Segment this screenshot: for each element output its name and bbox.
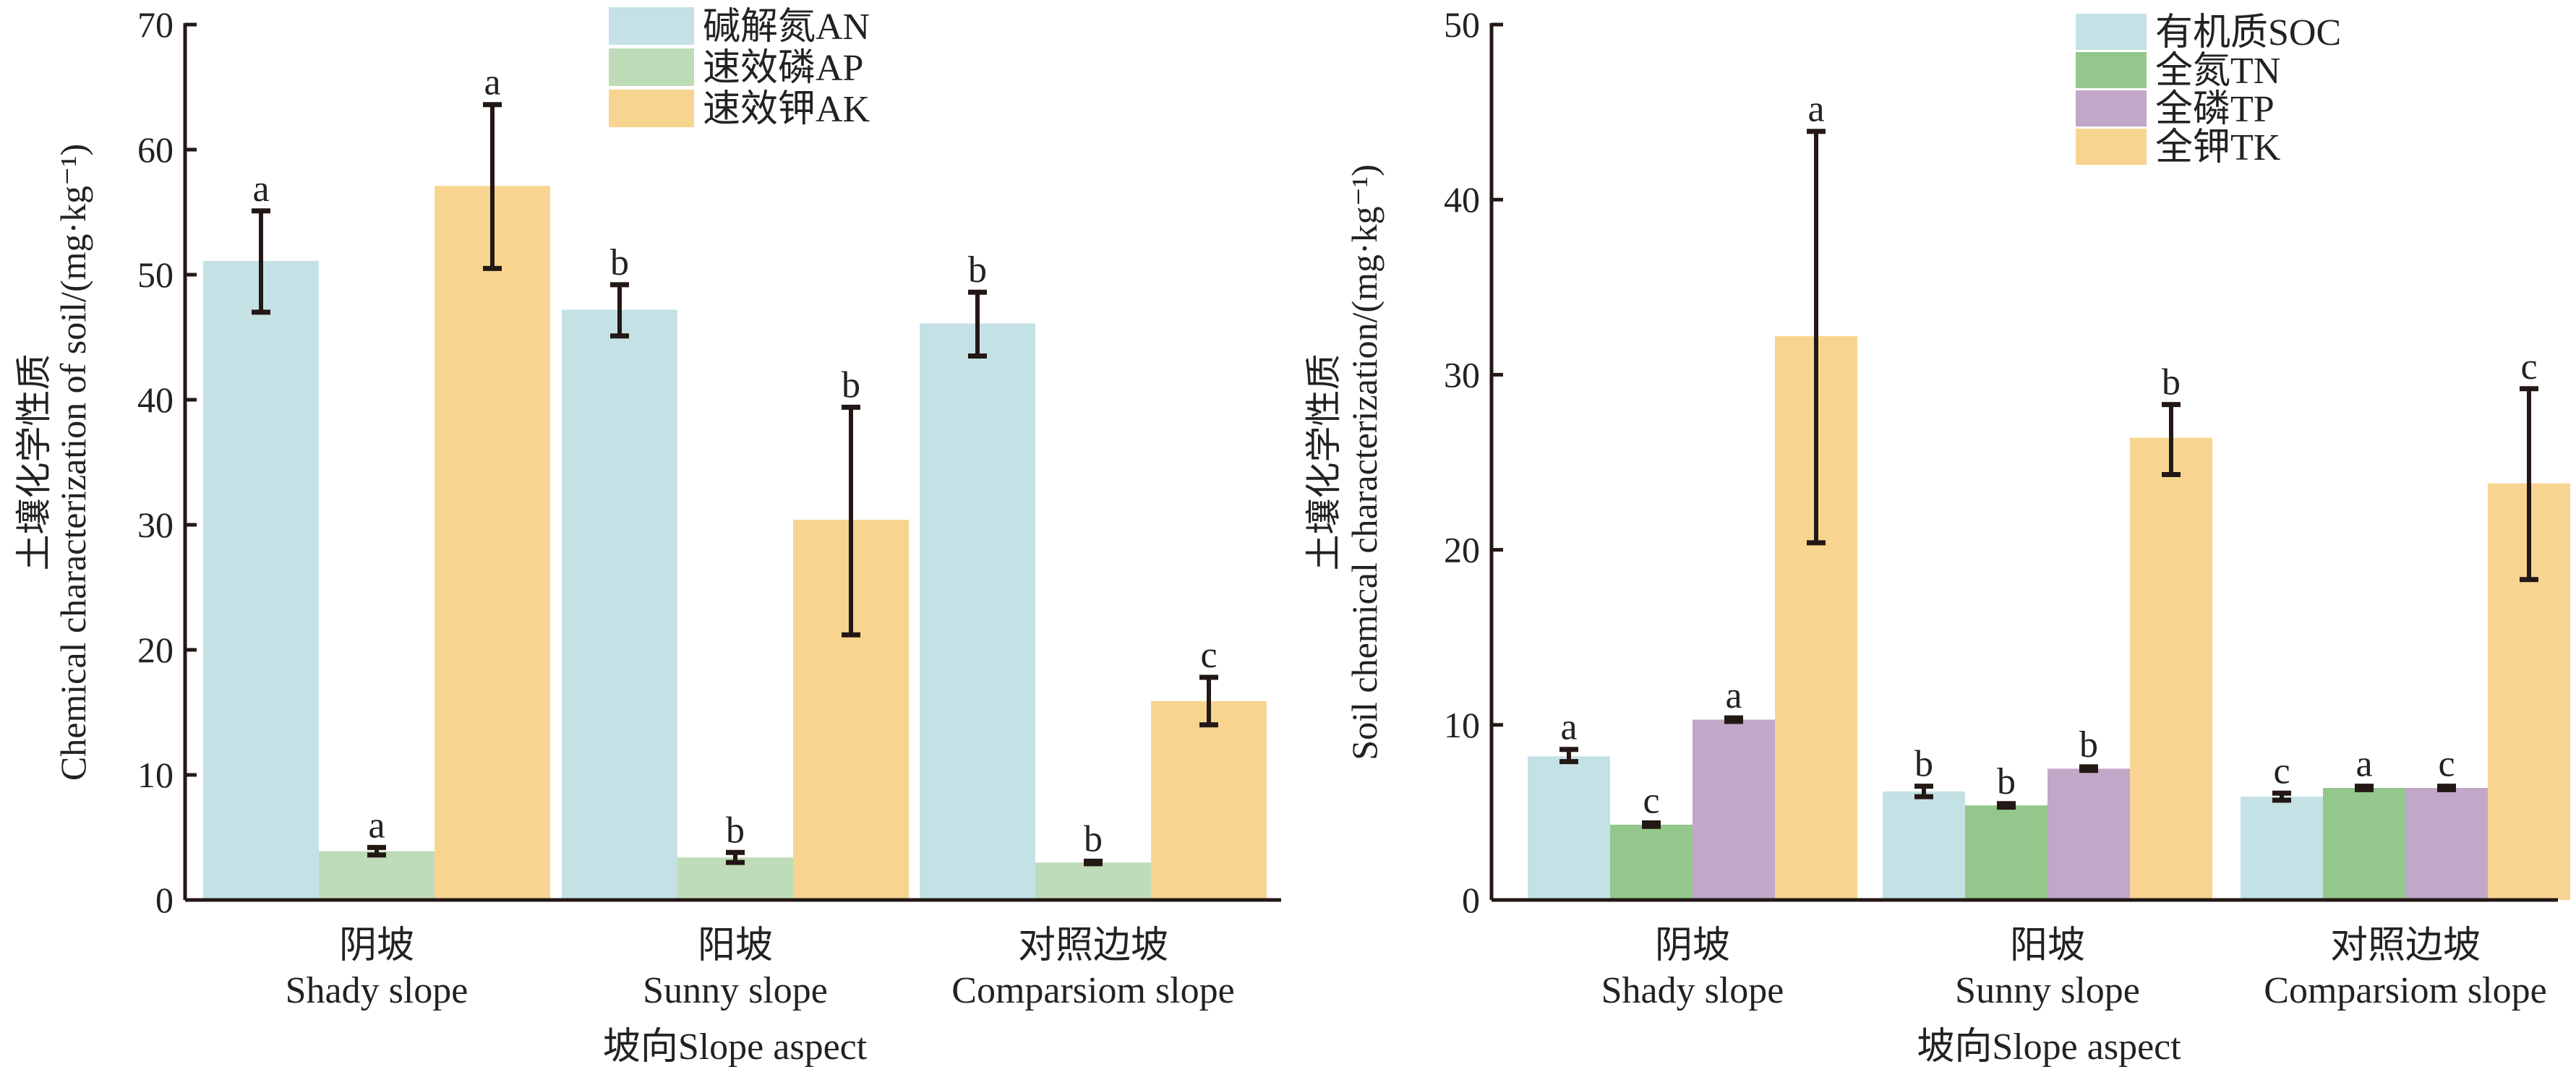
significance-letter: c (1643, 780, 1659, 821)
significance-letter: c (2273, 750, 2290, 792)
y-tick-label: 30 (1444, 354, 1480, 395)
bar (1035, 862, 1151, 900)
y-axis-title-en: Soil chemical characterization/(mg·kg⁻¹) (1344, 164, 1385, 760)
legend-swatch (2076, 129, 2147, 165)
legend-swatch (2076, 52, 2147, 88)
legend-swatch (609, 90, 694, 127)
legend-swatch (2076, 90, 2147, 127)
significance-letter: b (2079, 724, 2098, 766)
bar (1528, 756, 1610, 900)
x-tick-label-cn: 阳坡 (2010, 925, 2085, 966)
bar (1965, 805, 2047, 900)
x-tick-label-cn: 阴坡 (1655, 925, 1730, 966)
y-axis-title-en: Chemical characterization of soil/(mg·kg… (53, 144, 93, 781)
significance-letter: a (1725, 675, 1742, 716)
x-tick-label-en: Shady slope (1601, 970, 1784, 1011)
legend-label: 有机质SOC (2155, 12, 2341, 53)
bar (2323, 787, 2405, 900)
bar (562, 309, 677, 900)
bar (435, 186, 550, 900)
bar (920, 323, 1035, 901)
bar (319, 851, 435, 900)
x-tick-label-en: Comparsiom slope (951, 970, 1234, 1011)
significance-letter: b (968, 249, 987, 291)
x-tick-label-en: Comparsiom slope (2264, 970, 2546, 1011)
y-tick-label: 70 (137, 4, 174, 45)
legend-label: 速效磷AP (703, 48, 863, 89)
significance-letter: b (1997, 761, 2016, 802)
x-axis-title: 坡向Slope aspect (1917, 1026, 2181, 1068)
x-axis-title: 坡向Slope aspect (603, 1026, 868, 1068)
legend-swatch (609, 48, 694, 86)
legend-label: 速效钾AK (703, 89, 870, 130)
significance-letter: a (2355, 744, 2372, 785)
y-tick-label: 40 (1444, 179, 1480, 220)
legend-label: 全钾TK (2155, 127, 2281, 168)
y-tick-label: 20 (137, 630, 174, 670)
bar (1693, 719, 1775, 900)
legend-swatch (609, 7, 694, 45)
y-tick-label: 20 (1444, 530, 1480, 570)
significance-letter: a (1807, 89, 1824, 130)
y-tick-label: 50 (137, 254, 174, 295)
significance-letter: a (1560, 707, 1577, 748)
bar (2130, 437, 2212, 900)
y-tick-label: 50 (1444, 4, 1480, 45)
y-tick-label: 40 (137, 380, 174, 420)
x-tick-label-cn: 阴坡 (339, 925, 414, 966)
significance-letter: c (2520, 346, 2537, 387)
significance-letter: c (2438, 744, 2455, 785)
legend-label: 全氮TN (2155, 51, 2280, 92)
y-tick-label: 0 (155, 880, 174, 920)
bar (203, 260, 319, 901)
x-tick-label-cn: 阳坡 (698, 925, 773, 966)
bar (2405, 787, 2488, 900)
legend-label: 碱解氮AN (703, 7, 870, 48)
y-tick-label: 10 (1444, 705, 1480, 745)
significance-letter: a (368, 805, 385, 846)
y-axis-title-cn: 土壤化学性质 (1304, 354, 1344, 571)
significance-letter: c (1200, 635, 1217, 676)
significance-letter: b (1084, 818, 1103, 859)
bar (1610, 824, 1693, 900)
significance-letter: b (726, 810, 745, 851)
x-tick-label-cn: 对照边坡 (2330, 925, 2481, 966)
x-tick-label-cn: 对照边坡 (1018, 925, 1168, 966)
bar (2047, 768, 2130, 900)
significance-letter: a (252, 168, 269, 210)
y-tick-label: 10 (137, 755, 174, 795)
significance-letter: a (484, 62, 500, 103)
legend-label: 全磷TP (2155, 89, 2275, 130)
significance-letter: b (1914, 744, 1933, 785)
x-tick-label-en: Shady slope (286, 970, 468, 1011)
legend-swatch (2076, 14, 2147, 50)
bar (1883, 791, 1965, 900)
x-tick-label-en: Sunny slope (1955, 970, 2140, 1011)
x-tick-label-en: Sunny slope (643, 970, 828, 1011)
significance-letter: b (2162, 362, 2181, 403)
significance-letter: b (842, 364, 860, 406)
y-axis-title-cn: 土壤化学性质 (14, 354, 54, 571)
bar (2241, 797, 2323, 900)
y-tick-label: 30 (137, 505, 174, 545)
y-tick-label: 60 (137, 129, 174, 170)
bar (1151, 700, 1267, 900)
significance-letter: b (610, 242, 629, 283)
y-tick-label: 0 (1462, 880, 1480, 920)
